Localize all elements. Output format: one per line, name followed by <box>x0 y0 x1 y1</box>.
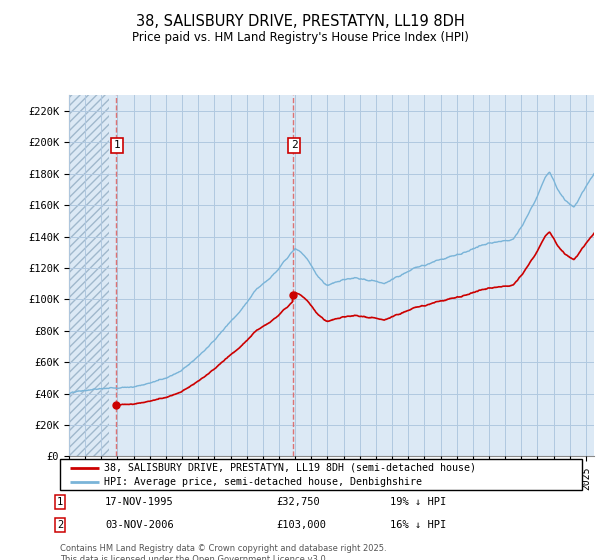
Text: 38, SALISBURY DRIVE, PRESTATYN, LL19 8DH: 38, SALISBURY DRIVE, PRESTATYN, LL19 8DH <box>136 14 464 29</box>
Text: 38, SALISBURY DRIVE, PRESTATYN, LL19 8DH (semi-detached house): 38, SALISBURY DRIVE, PRESTATYN, LL19 8DH… <box>104 463 476 473</box>
Text: 19% ↓ HPI: 19% ↓ HPI <box>390 497 446 507</box>
Text: 2: 2 <box>291 141 298 151</box>
Text: £103,000: £103,000 <box>276 520 326 530</box>
Text: 03-NOV-2006: 03-NOV-2006 <box>105 520 174 530</box>
Text: 17-NOV-1995: 17-NOV-1995 <box>105 497 174 507</box>
Text: 1: 1 <box>114 141 121 151</box>
Text: 2: 2 <box>57 520 63 530</box>
Text: £32,750: £32,750 <box>276 497 320 507</box>
Text: Contains HM Land Registry data © Crown copyright and database right 2025.
This d: Contains HM Land Registry data © Crown c… <box>60 544 386 560</box>
Text: 1: 1 <box>57 497 63 507</box>
Text: 16% ↓ HPI: 16% ↓ HPI <box>390 520 446 530</box>
Text: Price paid vs. HM Land Registry's House Price Index (HPI): Price paid vs. HM Land Registry's House … <box>131 31 469 44</box>
Text: HPI: Average price, semi-detached house, Denbighshire: HPI: Average price, semi-detached house,… <box>104 477 422 487</box>
